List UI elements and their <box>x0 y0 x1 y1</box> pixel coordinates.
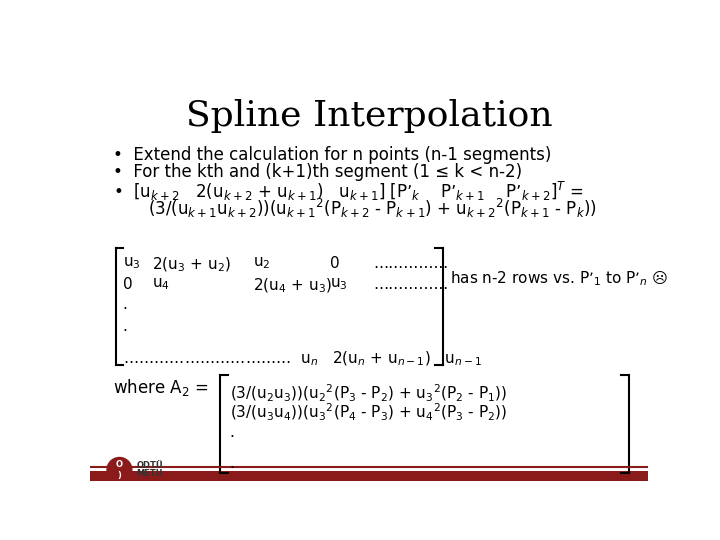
Text: 0: 0 <box>122 276 132 292</box>
Text: •  Extend the calculation for n points (n-1 segments): • Extend the calculation for n points (n… <box>113 146 552 164</box>
Text: 0: 0 <box>330 256 340 271</box>
Text: 2(u$_3$ + u$_2$): 2(u$_3$ + u$_2$) <box>152 256 231 274</box>
Text: METU: METU <box>137 469 163 478</box>
Text: ……………………………  u$_n$   2(u$_n$ + u$_{n-1}$)   u$_{n-1}$: …………………………… u$_n$ 2(u$_n$ + u$_{n-1}$) u… <box>122 350 482 368</box>
Text: O
): O ) <box>116 460 123 480</box>
Text: (3/(u$_{k+1}$u$_{k+2}$))(u$_{k+1}$$^2$(P$_{k+2}$ - P$_{k+1}$) + u$_{k+2}$$^2$(P$: (3/(u$_{k+1}$u$_{k+2}$))(u$_{k+1}$$^2$(P… <box>148 197 597 220</box>
Text: Spline Interpolation: Spline Interpolation <box>186 99 552 133</box>
Text: 2(u$_4$ + u$_3$): 2(u$_4$ + u$_3$) <box>253 276 332 295</box>
FancyBboxPatch shape <box>90 471 648 481</box>
Text: ODTÜ: ODTÜ <box>137 461 163 470</box>
Text: has n-2 rows vs. P’$_1$ to P’$_n$ ☹: has n-2 rows vs. P’$_1$ to P’$_n$ ☹ <box>451 269 669 288</box>
Text: …………...: …………... <box>373 256 448 271</box>
Text: .: . <box>122 319 127 334</box>
Text: .: . <box>122 298 127 312</box>
Text: .: . <box>230 425 235 440</box>
Text: u$_3$: u$_3$ <box>122 256 140 272</box>
Text: •  For the kth and (k+1)th segment (1 ≤ k < n-2): • For the kth and (k+1)th segment (1 ≤ k… <box>113 163 523 180</box>
Text: …………...: …………... <box>373 276 448 292</box>
Text: .: . <box>230 456 235 471</box>
Text: u$_4$: u$_4$ <box>152 276 170 292</box>
Text: (3/(u$_2$u$_3$))(u$_2$$^2$(P$_3$ - P$_2$) + u$_3$$^2$(P$_2$ - P$_1$)): (3/(u$_2$u$_3$))(u$_2$$^2$(P$_3$ - P$_2$… <box>230 383 507 404</box>
Text: where A$_2$ =: where A$_2$ = <box>113 377 209 397</box>
Text: (3/(u$_3$u$_4$))(u$_3$$^2$(P$_4$ - P$_3$) + u$_4$$^2$(P$_3$ - P$_2$)): (3/(u$_3$u$_4$))(u$_3$$^2$(P$_4$ - P$_3$… <box>230 402 507 423</box>
Text: •  [u$_{k+2}$   2(u$_{k+2}$ + u$_{k+1}$)   u$_{k+1}$] [P’$_k$    P’$_{k+1}$    P: • [u$_{k+2}$ 2(u$_{k+2}$ + u$_{k+1}$) u$… <box>113 179 584 202</box>
Circle shape <box>107 457 132 482</box>
Text: u$_3$: u$_3$ <box>330 276 348 292</box>
Text: u$_2$: u$_2$ <box>253 256 270 272</box>
